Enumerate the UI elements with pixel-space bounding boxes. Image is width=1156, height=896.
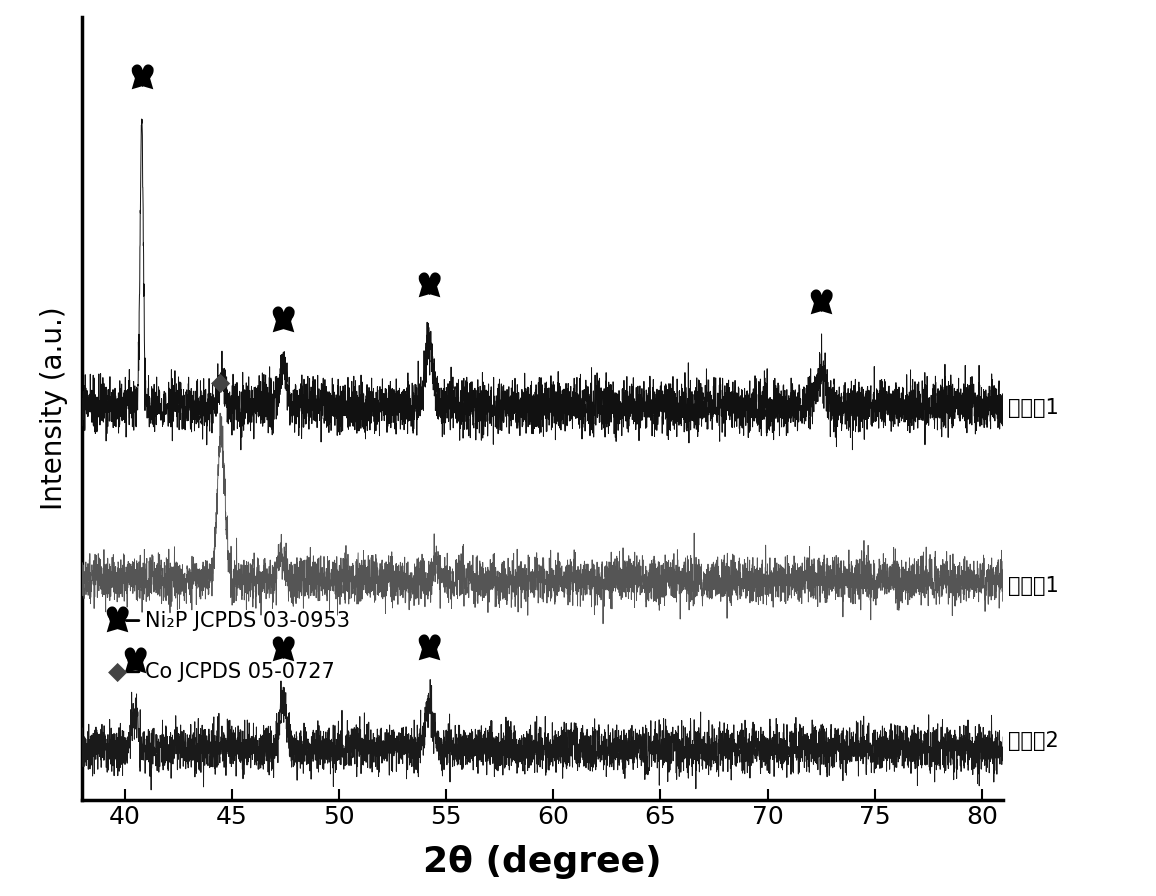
Point [812,296,830,310]
Text: ♥: ♥ [415,634,443,663]
Text: 对比例1: 对比例1 [1008,576,1059,596]
Text: 对比例2: 对比例2 [1008,731,1059,751]
Text: ♥: ♥ [415,271,443,301]
Point [108,614,126,628]
Point [274,643,292,658]
Point [274,314,292,328]
Text: Co JCPDS 05-0727: Co JCPDS 05-0727 [144,662,335,682]
Point [126,654,144,668]
Text: ◆: ◆ [108,659,127,684]
Text: ◆: ◆ [212,370,231,394]
Text: Ni₂P JCPDS 03-0953: Ni₂P JCPDS 03-0953 [144,610,350,631]
Point [133,71,151,85]
Text: ♥: ♥ [121,647,149,676]
Y-axis label: Intensity (a.u.): Intensity (a.u.) [39,306,68,510]
Point [420,280,438,294]
Text: ♥: ♥ [128,64,155,92]
Text: 实施例1: 实施例1 [1008,398,1059,418]
Point [420,642,438,656]
Text: ♥: ♥ [103,606,131,635]
Text: ♥: ♥ [808,289,835,318]
Text: ♥: ♥ [269,636,297,665]
X-axis label: 2θ (degree): 2θ (degree) [423,845,662,879]
Text: ♥: ♥ [269,306,297,335]
